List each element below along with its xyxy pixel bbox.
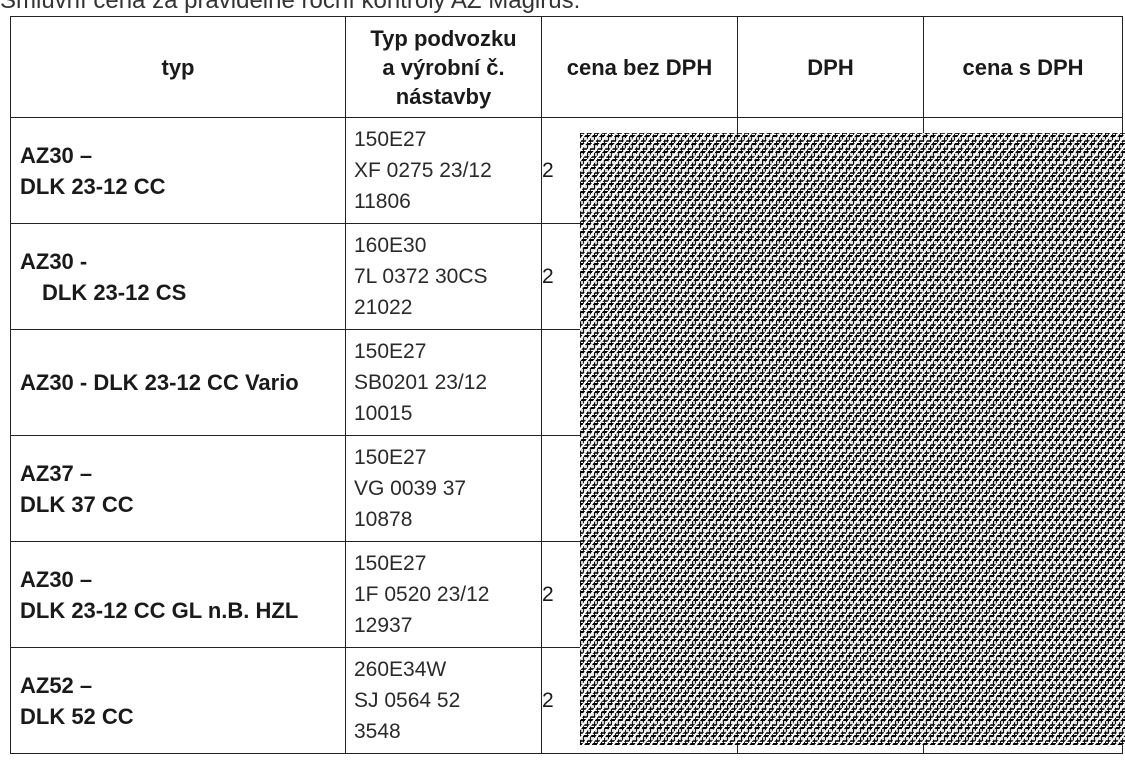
typ-line2: DLK 52 CC [20, 703, 134, 729]
chassis-body-number: SB0201 23/12 [354, 371, 488, 394]
redaction-noise-block [580, 133, 1125, 745]
typ-cell: AZ30 - DLK 23-12 CS [10, 223, 346, 330]
table-header-row: typ Typ podvozku a výrobní č. nástavby c… [10, 16, 1123, 118]
header-typ: typ [10, 16, 346, 118]
typ-line2: DLK 23-12 CC [20, 173, 166, 199]
chassis-type: 150E27 [354, 128, 427, 151]
typ-line1: AZ30 - [20, 248, 88, 274]
chassis-serial: 10878 [354, 508, 413, 531]
document-caption: Smluvní cena za pravidelné roční kontrol… [0, 0, 581, 14]
chassis-type: 260E34W [354, 658, 447, 681]
header-price-no-vat: cena bez DPH [541, 16, 738, 118]
chassis-body-number: VG 0039 37 [354, 477, 467, 500]
typ-line2: DLK 37 CC [20, 491, 134, 517]
chassis-serial: 3548 [354, 720, 401, 743]
chassis-serial: 12937 [354, 614, 413, 637]
header-chassis-line3: nástavby [395, 83, 492, 109]
chassis-serial: 21022 [354, 296, 413, 319]
chassis-body-number: XF 0275 23/12 [354, 159, 492, 182]
chassis-cell: 150E27 1F 0520 23/12 12937 [345, 541, 542, 648]
typ-line1: AZ30 - DLK 23-12 CC Vario [20, 370, 299, 395]
chassis-cell: 160E30 7L 0372 30CS 21022 [345, 223, 542, 330]
chassis-serial: 11806 [354, 190, 411, 213]
header-chassis-line2: a výrobní č. [382, 54, 505, 80]
typ-cell: AZ30 – DLK 23-12 CC [10, 117, 346, 224]
chassis-body-number: 1F 0520 23/12 [354, 583, 490, 606]
chassis-cell: 150E27 SB0201 23/12 10015 [345, 329, 542, 436]
typ-cell: AZ30 – DLK 23-12 CC GL n.B. HZL [10, 541, 346, 648]
chassis-cell: 150E27 XF 0275 23/12 11806 [345, 117, 542, 224]
header-price-with-vat: cena s DPH [923, 16, 1123, 118]
typ-line2: DLK 23-12 CC GL n.B. HZL [20, 597, 299, 623]
typ-cell: AZ30 - DLK 23-12 CC Vario [10, 329, 346, 436]
chassis-cell: 260E34W SJ 0564 52 3548 [345, 647, 542, 754]
header-chassis: Typ podvozku a výrobní č. nástavby [345, 16, 542, 118]
chassis-serial: 10015 [354, 402, 413, 425]
typ-line1: AZ30 – [20, 566, 93, 592]
typ-line1: AZ37 – [20, 460, 93, 486]
chassis-type: 150E27 [354, 446, 427, 469]
typ-cell: AZ37 – DLK 37 CC [10, 435, 346, 542]
header-vat: DPH [737, 16, 924, 118]
header-chassis-line1: Typ podvozku [370, 25, 517, 51]
chassis-cell: 150E27 VG 0039 37 10878 [345, 435, 542, 542]
chassis-type: 160E30 [354, 234, 427, 257]
chassis-type: 150E27 [354, 552, 427, 575]
typ-line1: AZ52 – [20, 672, 93, 698]
typ-line2: DLK 23-12 CS [42, 279, 187, 305]
chassis-body-number: SJ 0564 52 [354, 689, 461, 712]
typ-cell: AZ52 – DLK 52 CC [10, 647, 346, 754]
typ-line1: AZ30 – [20, 142, 93, 168]
chassis-type: 150E27 [354, 340, 427, 363]
chassis-body-number: 7L 0372 30CS [354, 265, 488, 288]
